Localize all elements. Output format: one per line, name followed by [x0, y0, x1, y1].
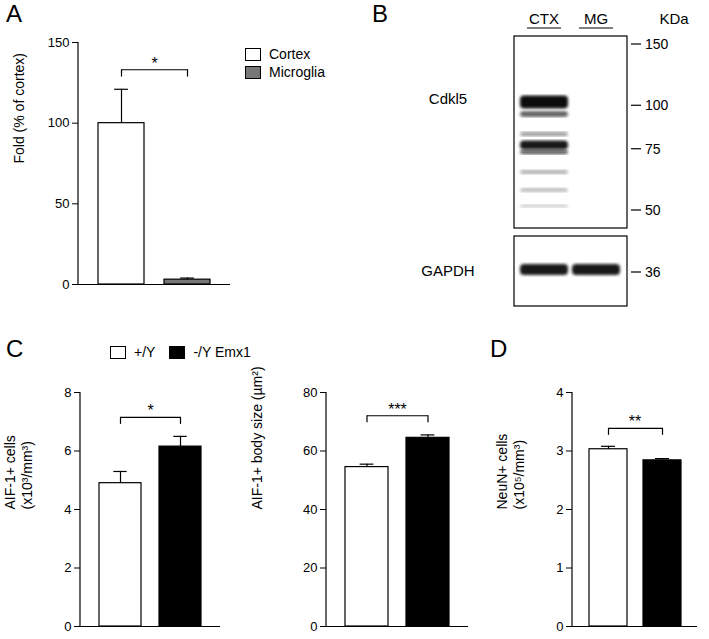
- svg-text:0: 0: [556, 619, 563, 634]
- svg-text:6: 6: [64, 443, 71, 458]
- svg-text:KDa: KDa: [659, 10, 689, 27]
- svg-text:1: 1: [556, 560, 563, 575]
- svg-text:*: *: [147, 402, 153, 419]
- svg-text:0: 0: [62, 277, 69, 292]
- html-text:A: A: [6, 0, 22, 27]
- html-text:B: B: [372, 0, 388, 27]
- svg-text:AIF-1+ body size (µm²): AIF-1+ body size (µm²): [249, 366, 265, 509]
- svg-text:Cdkl5: Cdkl5: [429, 90, 467, 107]
- svg-text:4: 4: [556, 385, 563, 400]
- svg-text:20: 20: [303, 560, 317, 575]
- svg-text:8: 8: [64, 385, 71, 400]
- svg-text:MG: MG: [584, 10, 608, 27]
- svg-text:75: 75: [645, 141, 661, 157]
- svg-text:2: 2: [556, 502, 563, 517]
- svg-text:50: 50: [55, 196, 69, 211]
- html-text:-/Y Emx1: -/Y Emx1: [193, 344, 251, 360]
- svg-text:2: 2: [64, 560, 71, 575]
- svg-text:60: 60: [303, 443, 317, 458]
- svg-text:40: 40: [303, 502, 317, 517]
- svg-text:80: 80: [303, 385, 317, 400]
- svg-text:**: **: [629, 413, 641, 430]
- svg-text:150: 150: [48, 35, 70, 50]
- svg-text:GAPDH: GAPDH: [421, 262, 474, 279]
- svg-text:36: 36: [645, 264, 661, 280]
- svg-text:150: 150: [645, 36, 669, 52]
- svg-text:4: 4: [64, 502, 71, 517]
- svg-text:3: 3: [556, 443, 563, 458]
- svg-text:0: 0: [64, 619, 71, 634]
- svg-text:*: *: [151, 55, 157, 72]
- svg-text:Fold (% of cortex): Fold (% of cortex): [11, 53, 27, 163]
- svg-text:100: 100: [48, 115, 70, 130]
- svg-text:AIF-1+ cells(x10³/mm³): AIF-1+ cells(x10³/mm³): [2, 435, 35, 509]
- svg-text:***: ***: [388, 401, 407, 418]
- html-text:+/Y: +/Y: [134, 344, 156, 360]
- html-text:D: D: [490, 335, 508, 362]
- html-text:Microglia: Microglia: [269, 64, 325, 80]
- html-text:C: C: [6, 335, 24, 362]
- html-text:Cortex: Cortex: [269, 46, 311, 62]
- svg-text:100: 100: [645, 97, 669, 113]
- svg-text:CTX: CTX: [529, 10, 559, 27]
- svg-text:NeuN+ cells(x10⁵/mm³): NeuN+ cells(x10⁵/mm³): [494, 434, 527, 510]
- svg-text:50: 50: [645, 202, 661, 218]
- svg-text:0: 0: [310, 619, 317, 634]
